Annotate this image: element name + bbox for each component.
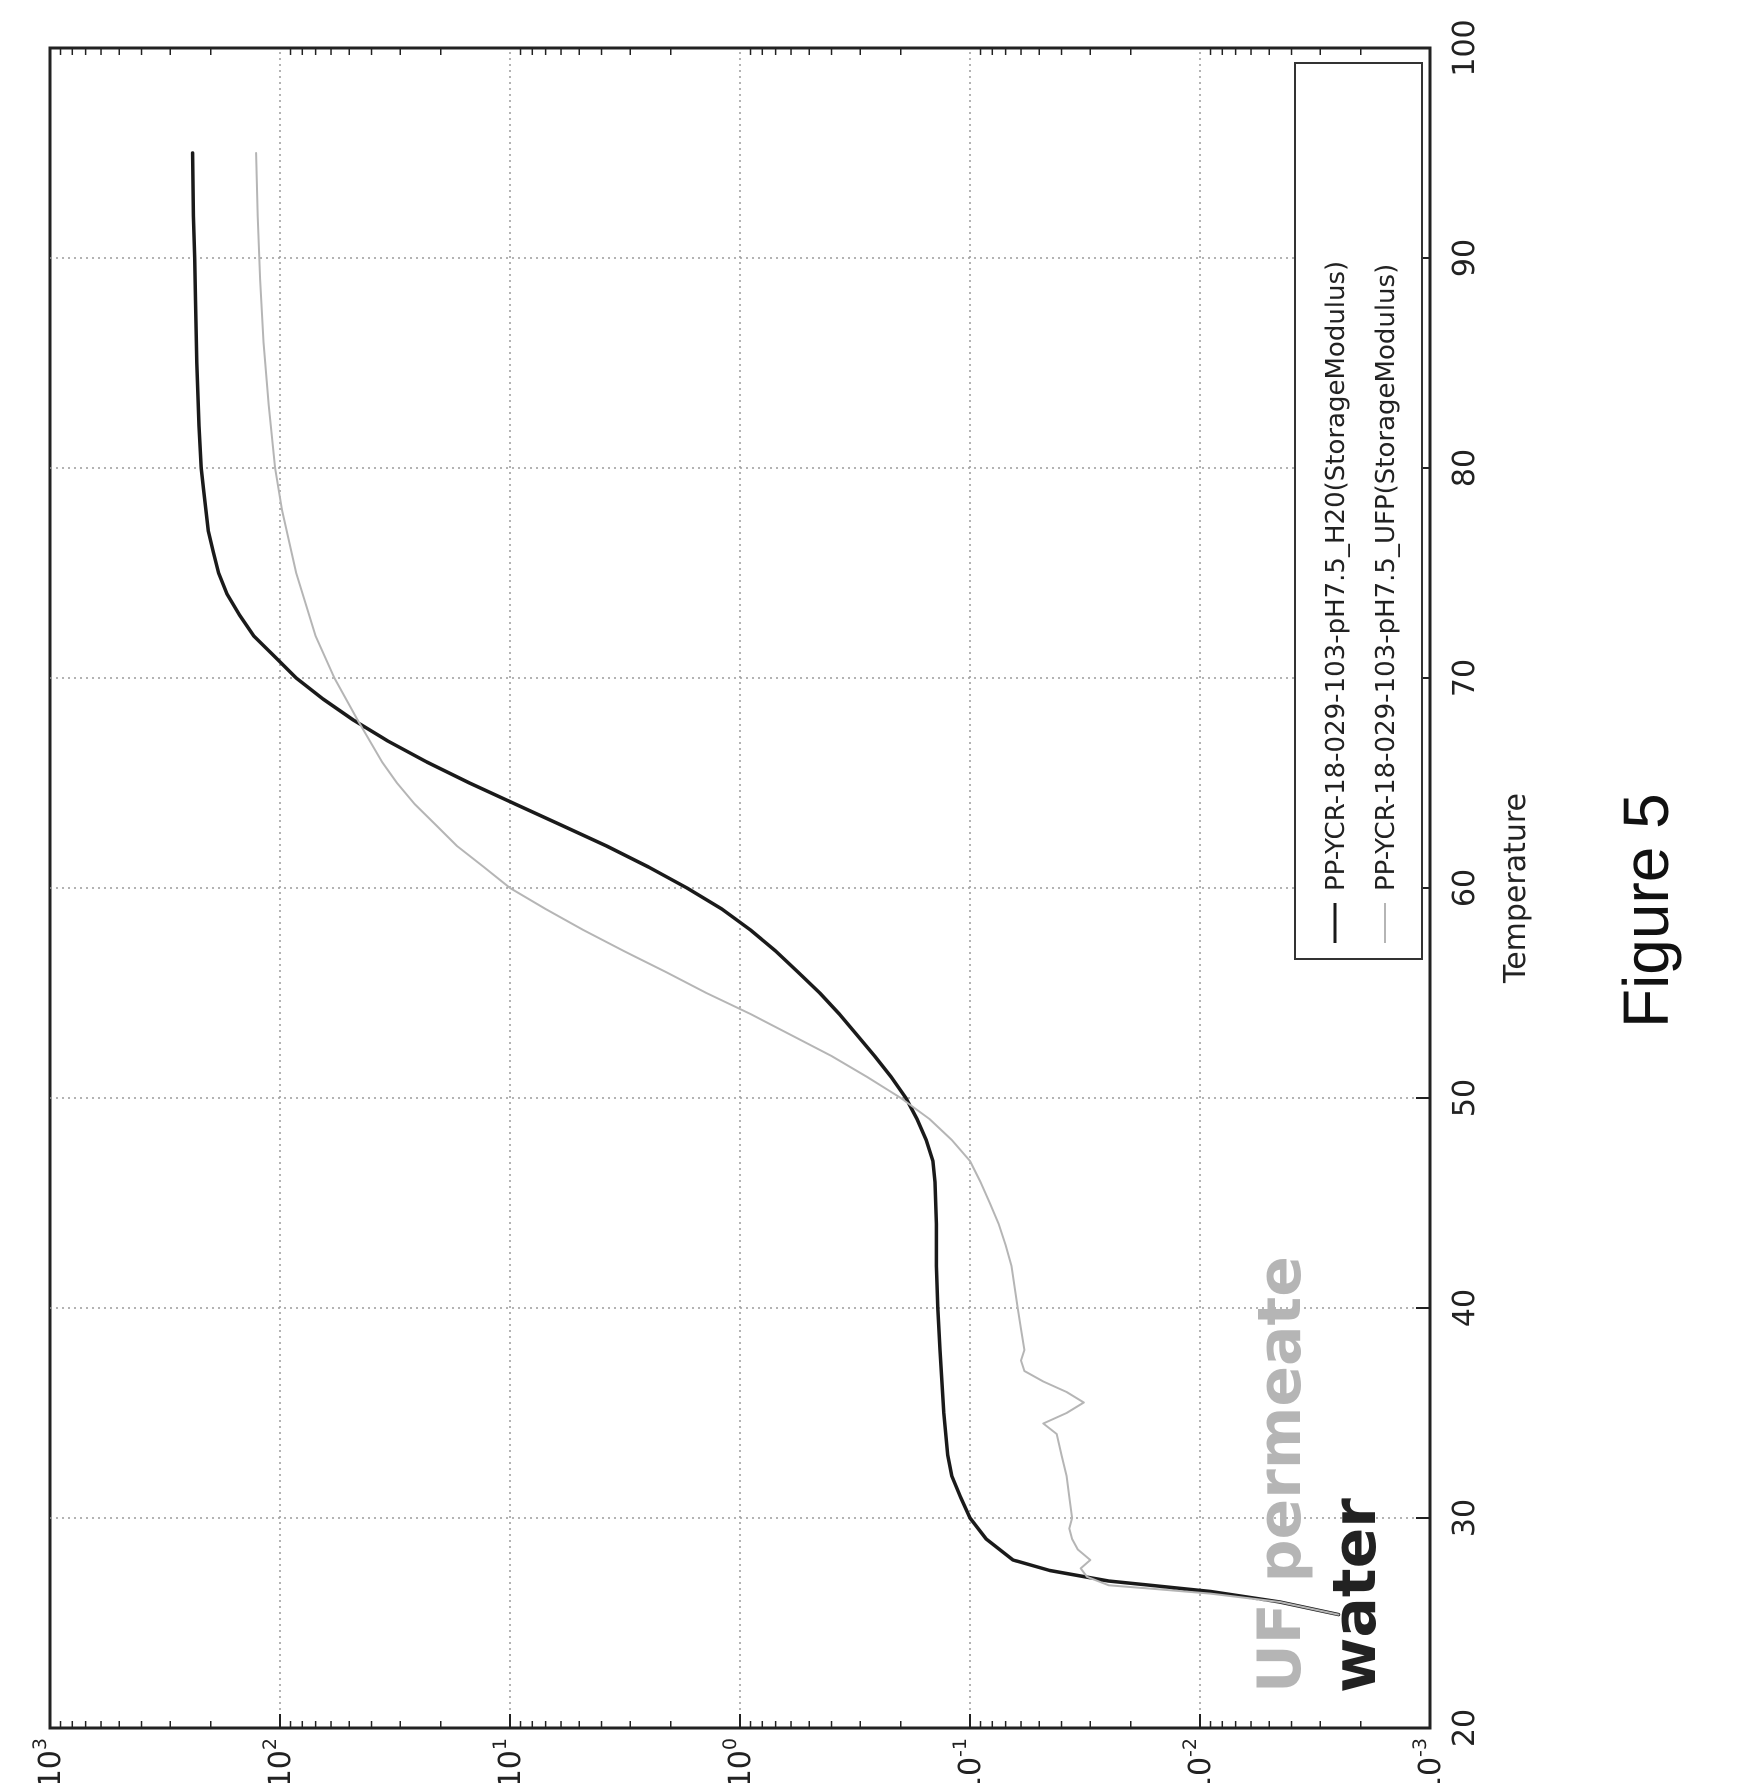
legend-entry-uf-permeate: PP-YCR-18-029-103-pH7.5_UFP(StorageModul… [1371,264,1401,891]
y-tick-label: 102 [259,1738,298,1783]
x-tick-label: 20 [1447,1709,1482,1747]
x-tick-label: 30 [1447,1499,1482,1537]
x-tick-label: 70 [1447,659,1482,697]
x-tick-label: 100 [1447,19,1482,76]
y-tick-label: 10-3 [1409,1738,1448,1783]
legend-entry-water: PP-YCR-18-029-103-pH7.5_H20(StorageModul… [1321,261,1351,891]
x-tick-labels: 20 30 40 50 60 70 80 90 100 [1416,19,1482,1747]
series-line-uf-permeate [255,152,1340,1616]
y-tick-label: 103 [29,1738,68,1783]
series-line-water [190,151,1341,1617]
x-tick-label: 50 [1447,1079,1482,1117]
figure-caption: Figure 5 [1610,793,1682,1028]
y-tick-label: 100 [719,1738,758,1783]
grid-lines [50,48,1430,1728]
y-tick-label: 10-2 [1179,1738,1218,1783]
y-tick-labels: 10-3 10-2 10-1 100 101 102 103 [29,48,1448,1783]
x-tick-label: 60 [1447,869,1482,907]
y-tick-label: 101 [489,1738,528,1783]
legend: PP-YCR-18-029-103-pH7.5_H20(StorageModul… [1294,62,1423,960]
x-tick-label: 90 [1447,239,1482,277]
annotation-uf-permeate: UF permeate [1245,1256,1315,1693]
y-tick-label: 10-1 [949,1738,988,1783]
annotation-water: water [1320,1498,1390,1693]
series-layer [190,151,1341,1617]
x-tick-label: 40 [1447,1289,1482,1327]
legend-box [1294,62,1423,960]
x-tick-label: 80 [1447,449,1482,487]
x-axis-title: Temperature [1498,793,1533,984]
